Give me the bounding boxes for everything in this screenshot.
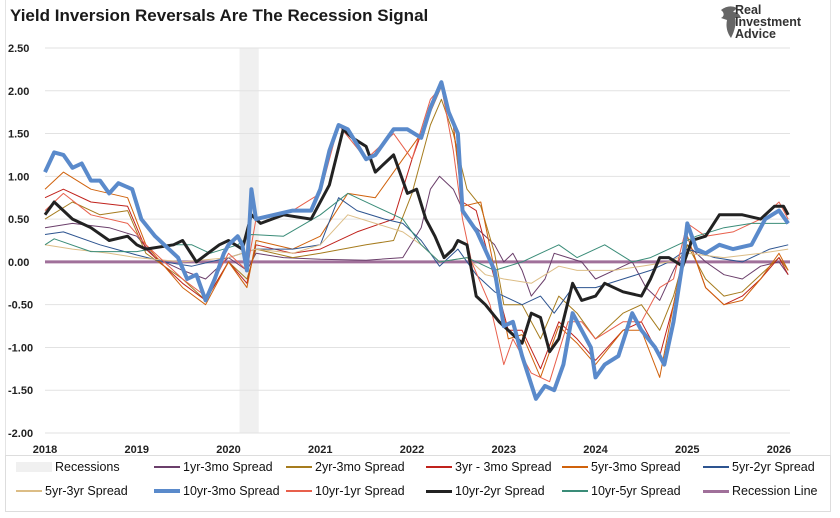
y-tick-label: 1.00 xyxy=(8,171,29,183)
legend-item: 10yr-5yr Spread xyxy=(562,484,681,498)
legend-swatch xyxy=(286,490,312,492)
legend-item: 5yr-3yr Spread xyxy=(16,484,128,498)
y-tick-label: 2.50 xyxy=(8,43,29,55)
x-tick-label: 2021 xyxy=(308,444,332,455)
series-10yr-5yr-spread xyxy=(44,192,789,271)
legend-swatch xyxy=(16,462,52,472)
legend-item: 5yr-2yr Spread xyxy=(703,460,815,474)
logo-text-line: Advice xyxy=(735,27,776,41)
x-tick-label: 2022 xyxy=(400,444,424,455)
legend-swatch xyxy=(154,466,180,468)
legend-label: 10yr-5yr Spread xyxy=(591,484,681,498)
y-tick-label: 2.00 xyxy=(8,86,29,98)
y-tick-label: 1.50 xyxy=(8,129,29,141)
chart-title: Yield Inversion Reversals Are The Recess… xyxy=(10,6,429,25)
y-tick-label: 0.50 xyxy=(8,214,29,226)
legend-label: 3yr - 3mo Spread xyxy=(455,460,552,474)
line-chart: 2.50 2.00 1.50 1.00 0.50 0.00 -0.50 -1.00 -1.50 -… xyxy=(8,43,791,455)
y-tick-label: -2.00 xyxy=(8,428,33,440)
series-5yr-3yr-spread xyxy=(44,214,789,284)
y-tick-label: -1.50 xyxy=(8,385,33,397)
legend-swatch xyxy=(562,490,588,492)
legend-swatch xyxy=(703,489,729,493)
legend-label: 5yr-3mo Spread xyxy=(591,460,681,474)
legend-label: Recession Line xyxy=(732,484,818,498)
legend-label: 1yr-3mo Spread xyxy=(183,460,273,474)
x-tick-label: 2018 xyxy=(33,444,57,455)
series-10yr-3mo-spread xyxy=(43,80,790,401)
legend-swatch xyxy=(426,466,452,468)
legend-item: 3yr - 3mo Spread xyxy=(426,460,552,474)
series-10yr-2yr-spread xyxy=(43,127,790,354)
y-tick-label: 0.00 xyxy=(8,257,29,269)
y-tick-label: -1.00 xyxy=(8,342,33,354)
x-tick-label: 2026 xyxy=(767,444,791,455)
legend-swatch xyxy=(426,489,452,493)
series-10yr-1yr-spread xyxy=(44,86,789,383)
series-5yr-2yr-spread xyxy=(44,197,789,314)
x-tick-label: 2024 xyxy=(583,444,608,455)
x-tick-label: 2019 xyxy=(125,444,149,455)
legend-swatch xyxy=(286,466,312,468)
y-tick-label: -0.50 xyxy=(8,300,33,312)
logo-text-line: Real xyxy=(735,3,762,17)
legend-item: 10yr-2yr Spread xyxy=(426,484,545,498)
legend-swatch xyxy=(703,466,729,468)
legend-label: 10yr-3mo Spread xyxy=(183,484,280,498)
legend-item: 1yr-3mo Spread xyxy=(154,460,273,474)
x-tick-label: 2025 xyxy=(675,444,699,455)
legend-swatch xyxy=(16,490,42,492)
legend-item: 10yr-3mo Spread xyxy=(154,484,280,498)
legend-swatch xyxy=(154,489,180,493)
x-tick-label: 2023 xyxy=(492,444,516,455)
legend: Recessions 1yr-3mo Spread 2yr-3mo Spread 3y… xyxy=(5,455,831,512)
series-5yr-3mo-spread xyxy=(44,86,789,378)
legend-label: 5yr-2yr Spread xyxy=(732,460,815,474)
series-3yr-3mo-spread xyxy=(44,86,789,370)
logo-text: Real Investment Advice xyxy=(735,3,801,41)
legend-item: 10yr-1yr Spread xyxy=(286,484,405,498)
legend-label: Recessions xyxy=(55,460,120,474)
legend-item: Recession Line xyxy=(703,484,817,498)
legend-label: 2yr-3mo Spread xyxy=(315,460,405,474)
x-tick-label: 2020 xyxy=(216,444,240,455)
legend-label: 10yr-2yr Spread xyxy=(455,484,545,498)
legend-item: Recessions xyxy=(16,460,120,474)
legend-item: 5yr-3mo Spread xyxy=(562,460,681,474)
logo-text-line: Investment xyxy=(735,15,801,29)
legend-swatch xyxy=(562,466,588,468)
legend-item: 2yr-3mo Spread xyxy=(286,460,405,474)
legend-label: 10yr-1yr Spread xyxy=(315,484,405,498)
legend-label: 5yr-3yr Spread xyxy=(45,484,128,498)
logo-eagle-icon xyxy=(721,6,741,38)
